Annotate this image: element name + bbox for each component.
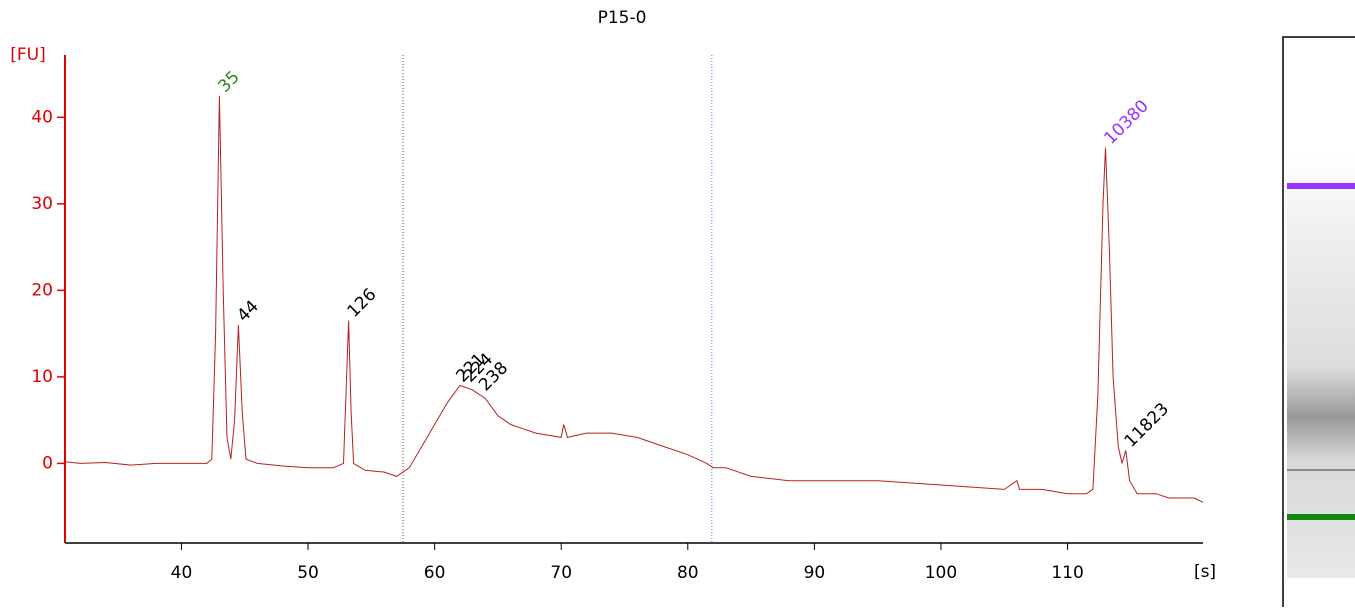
y-tick-label: 10 <box>31 367 53 387</box>
gel-lane <box>1282 36 1355 611</box>
peak-label: 35 <box>214 67 243 96</box>
y-tick-label: 30 <box>31 194 53 214</box>
peak-label: 10380 <box>1100 96 1152 148</box>
peak-label: 126 <box>343 285 380 322</box>
x-tick-label: 80 <box>677 563 699 583</box>
trace <box>64 95 1204 503</box>
x-tick-label: 50 <box>297 563 319 583</box>
x-tick-label: 70 <box>550 563 572 583</box>
y-tick-label: 20 <box>31 280 53 300</box>
gel-background <box>1287 155 1355 578</box>
y-tick-label: 40 <box>31 107 53 127</box>
x-tick-label: 100 <box>925 563 957 583</box>
gel-upper-marker <box>1287 183 1355 189</box>
x-tick-label: 110 <box>1051 563 1083 583</box>
peak-label: 44 <box>233 297 262 326</box>
chart-title: P15-0 <box>598 8 647 28</box>
y-tick-label: 0 <box>42 453 53 473</box>
x-axis-label: [s] <box>1194 562 1216 582</box>
x-tick-label: 60 <box>424 563 446 583</box>
y-axis-label: [FU] <box>10 45 46 65</box>
gel-band <box>1287 469 1355 471</box>
peak-label: 11823 <box>1121 399 1173 451</box>
x-tick-label: 40 <box>171 563 193 583</box>
x-tick-label: 90 <box>804 563 826 583</box>
gel-lower-marker <box>1287 514 1355 520</box>
